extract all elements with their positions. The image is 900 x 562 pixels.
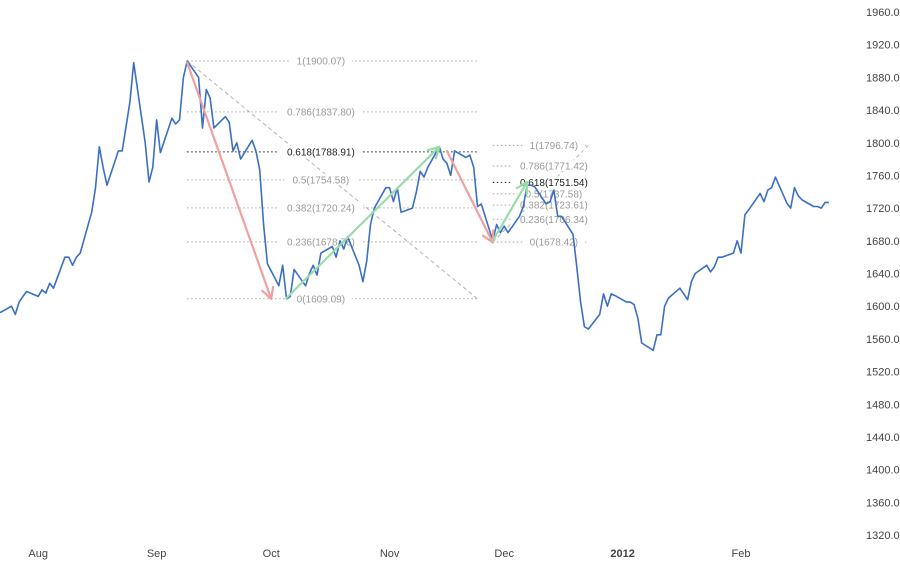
fib-set-0: 1(1900.07) 0.786(1837.80) 0.618(1788.91) 0.… bbox=[186, 54, 478, 305]
arrow-shaft bbox=[445, 149, 494, 244]
arrow-shaft bbox=[186, 61, 273, 300]
x-tick-label: Sep bbox=[147, 548, 167, 560]
trend-arrow bbox=[445, 149, 495, 244]
y-tick-label: 1840.00 bbox=[866, 105, 900, 117]
arrow-head bbox=[481, 229, 495, 244]
fib-label-bg bbox=[522, 139, 585, 151]
x-tick-label: Aug bbox=[28, 548, 48, 560]
y-tick-label: 1400.00 bbox=[866, 465, 900, 477]
y-tick-label: 1800.00 bbox=[866, 138, 900, 150]
arrow-head bbox=[426, 145, 441, 160]
fib-level-label: 0.382(1720.24) bbox=[287, 203, 355, 214]
fib-level-label: 0.236(1706.34) bbox=[520, 215, 588, 226]
fib-level-label: 0.618(1788.91) bbox=[287, 147, 355, 158]
fib-label-bg bbox=[511, 213, 597, 225]
arrow-head bbox=[261, 285, 275, 300]
fib-level-label: 0(1678.42) bbox=[530, 238, 578, 249]
y-tick-label: 1920.00 bbox=[866, 40, 900, 52]
y-tick-label: 1960.00 bbox=[866, 7, 900, 19]
fib-level-label: 0.786(1771.42) bbox=[520, 162, 588, 173]
fib-label-bg bbox=[289, 54, 352, 66]
fib-level-label: 0.618(1751.54) bbox=[520, 178, 588, 189]
fib-label-bg bbox=[284, 173, 358, 185]
fib-level-label: 1(1796.74) bbox=[530, 141, 578, 152]
y-tick-label: 1760.00 bbox=[866, 170, 900, 182]
trend-arrow bbox=[491, 180, 529, 242]
fib-label-bg bbox=[522, 236, 585, 248]
fib-label-bg bbox=[511, 176, 597, 188]
fib-level-label: 0.382(1723.61) bbox=[520, 201, 588, 212]
fib-label-bg bbox=[278, 105, 364, 117]
fib-level-label: 0(1609.09) bbox=[297, 294, 345, 305]
fib-level-label: 0.236(1678.76) bbox=[287, 237, 355, 248]
price-series-line bbox=[0, 60, 829, 352]
x-tick-label: Oct bbox=[263, 548, 280, 560]
fib-level-label: 1(1900.07) bbox=[297, 56, 345, 67]
y-tick-label: 1360.00 bbox=[866, 497, 900, 509]
fib-level-label: 0.786(1837.80) bbox=[287, 107, 355, 118]
fib-label-bg bbox=[511, 199, 597, 211]
x-tick-label: Feb bbox=[732, 548, 751, 560]
arrow-shaft bbox=[491, 180, 529, 242]
y-tick-label: 1560.00 bbox=[866, 334, 900, 346]
x-axis: Aug Sep Oct Nov Dec 2012 Feb bbox=[28, 548, 750, 560]
series-layer bbox=[0, 60, 829, 352]
y-tick-label: 1680.00 bbox=[866, 236, 900, 248]
fib-level-label: 0.5(1754.58) bbox=[293, 175, 350, 186]
trend-arrow bbox=[186, 61, 275, 300]
x-tick-label: Nov bbox=[380, 548, 400, 560]
y-tick-label: 1880.00 bbox=[866, 72, 900, 84]
trend-arrow bbox=[285, 145, 441, 300]
y-tick-label: 1720.00 bbox=[866, 203, 900, 215]
trend-arrows bbox=[186, 61, 529, 300]
fib-label-bg bbox=[278, 145, 364, 157]
x-tick-label: 2012 bbox=[610, 548, 634, 560]
y-axis: 1960.00 1920.00 1880.00 1840.00 1800.00 1760.… bbox=[866, 7, 900, 542]
y-tick-label: 1640.00 bbox=[866, 269, 900, 281]
y-tick-label: 1600.00 bbox=[866, 301, 900, 313]
fib-label-bg bbox=[278, 235, 364, 247]
y-tick-label: 1320.00 bbox=[866, 530, 900, 542]
x-tick-label: Dec bbox=[494, 548, 514, 560]
arrow-head bbox=[515, 180, 529, 196]
y-tick-label: 1480.00 bbox=[866, 399, 900, 411]
fib-label-bg bbox=[278, 201, 364, 213]
y-tick-label: 1520.00 bbox=[866, 367, 900, 379]
fib-label-bg bbox=[511, 160, 597, 172]
y-tick-label: 1440.00 bbox=[866, 432, 900, 444]
fibonacci-retracements: 1(1900.07) 0.786(1837.80) 0.618(1788.91) 0.… bbox=[186, 54, 597, 305]
arrow-shaft bbox=[285, 145, 441, 300]
fib-label-bg bbox=[289, 292, 352, 304]
